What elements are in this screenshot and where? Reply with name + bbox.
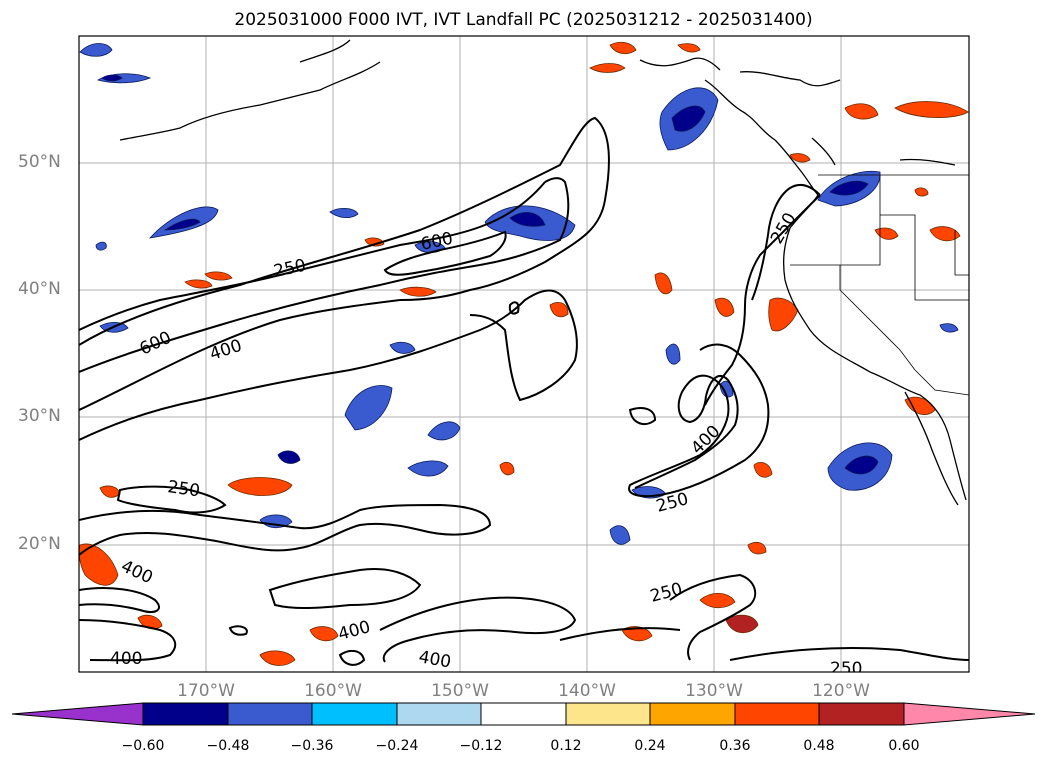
colorbar-tick-label: 0.24	[634, 738, 666, 754]
contour-label: 400	[110, 649, 142, 669]
lat-label: 40°N	[18, 279, 61, 299]
graticule	[79, 36, 969, 672]
map-area: 250 600 250 600 400 400 250 250 400 250 …	[79, 36, 969, 679]
colorbar-tick-label: −0.36	[290, 738, 334, 754]
colorbar-tick-label: 0.12	[550, 738, 582, 754]
lat-label: 30°N	[18, 406, 61, 426]
colorbar-tick-label: −0.60	[121, 738, 165, 754]
lon-label: 170°W	[177, 681, 235, 701]
lon-label: 140°W	[558, 681, 616, 701]
negative-pc-regions	[79, 43, 959, 545]
contour-label: 250	[830, 659, 862, 679]
contour-label: 600	[137, 328, 175, 360]
contour-label: 400	[207, 336, 244, 365]
colorbar-tick-label: −0.48	[206, 738, 250, 754]
lon-label: 150°W	[431, 681, 489, 701]
lon-label: 120°W	[812, 681, 870, 701]
contour-label: 400	[417, 647, 452, 672]
lat-label: 50°N	[18, 152, 61, 172]
contour-label: 250	[166, 477, 201, 501]
colorbar-tick-label: 0.48	[803, 738, 835, 754]
colorbar-tick-label: −0.24	[375, 738, 419, 754]
map-frame	[78, 35, 970, 673]
colorbar-tick-label: 0.36	[719, 738, 751, 754]
map-title: 2025031000 F000 IVT, IVT Landfall PC (20…	[234, 10, 813, 30]
contour-label: 400	[336, 617, 373, 645]
lon-label: 130°W	[685, 681, 743, 701]
contour-label: 250	[648, 579, 685, 607]
ivt-contours	[79, 116, 969, 666]
coastlines	[119, 39, 967, 506]
contour-label: 400	[687, 421, 724, 458]
colorbar-tick-label: −0.12	[459, 738, 503, 754]
contour-label: 400	[118, 556, 156, 588]
positive-pc-regions	[79, 41, 969, 666]
lon-label: 160°W	[304, 681, 362, 701]
contour-label: 250	[272, 256, 308, 282]
colorbar	[11, 702, 1036, 726]
state-borders	[790, 174, 969, 396]
contour-label: 600	[419, 229, 455, 255]
colorbar-tick-label: 0.60	[888, 738, 920, 754]
lat-label: 20°N	[18, 534, 61, 554]
